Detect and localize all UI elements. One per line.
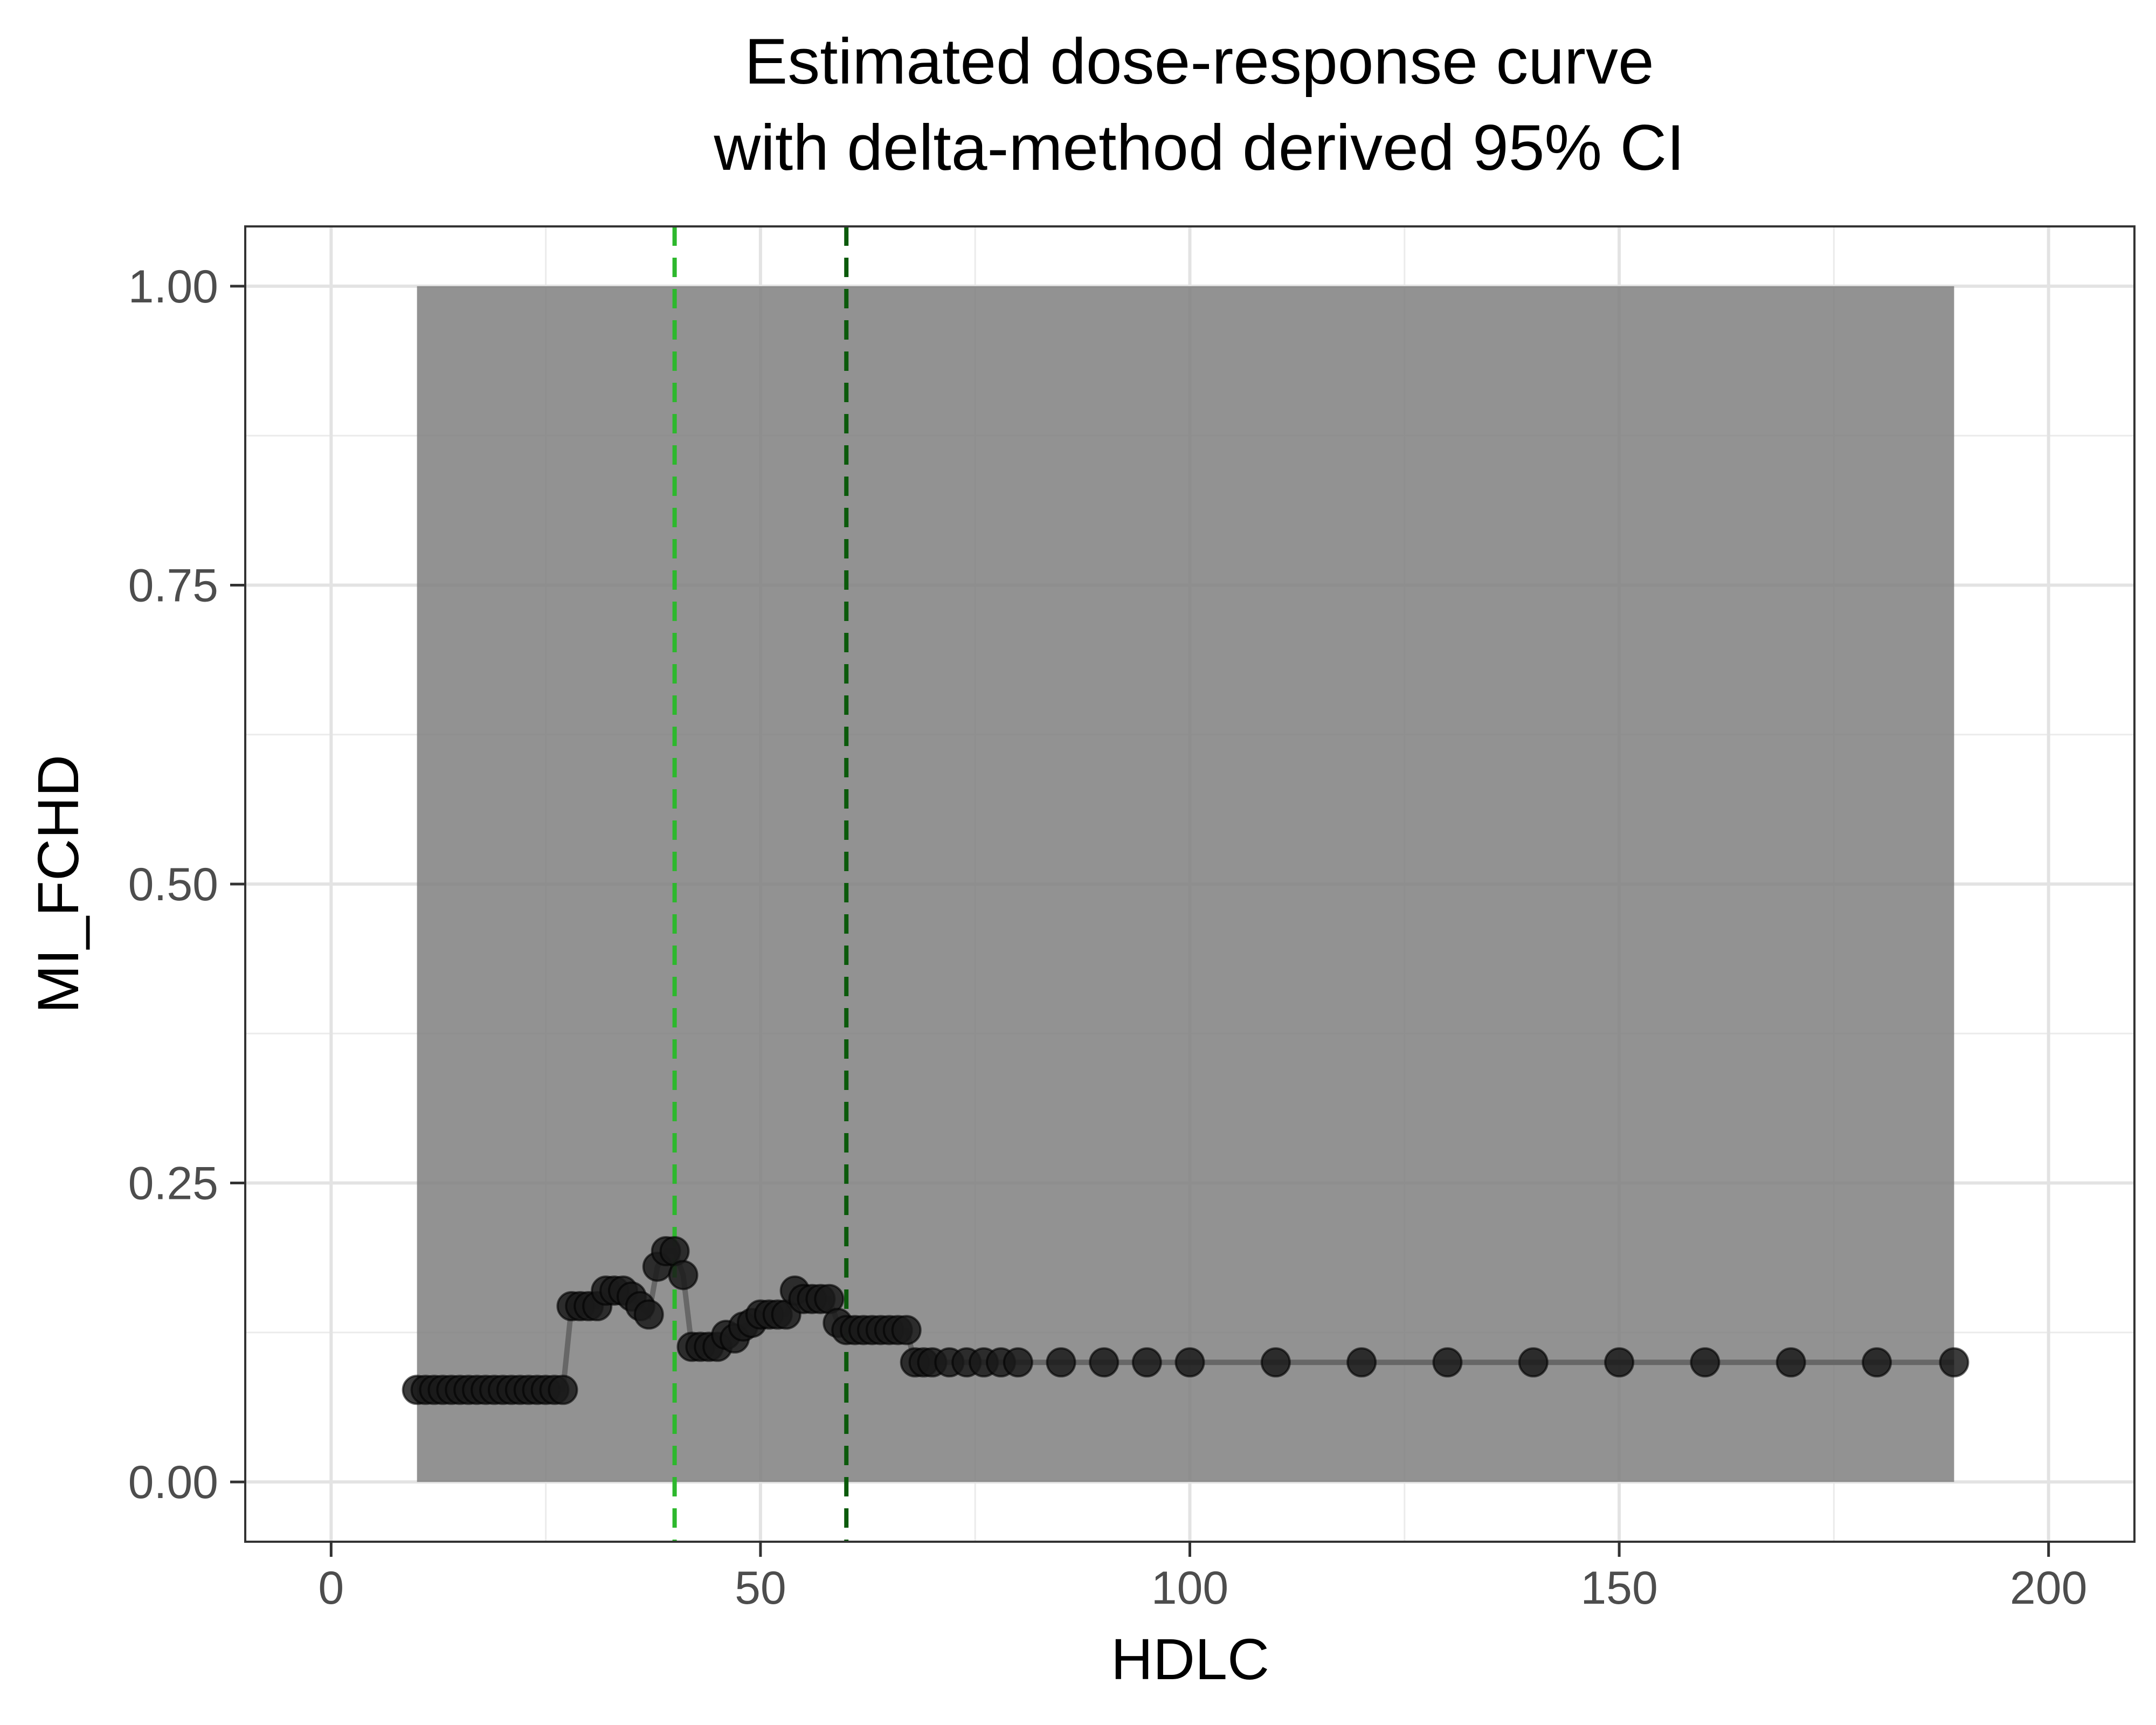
- x-tick-label: 50: [735, 1562, 786, 1614]
- chart-subtitle: with delta-method derived 95% CI: [714, 112, 1685, 184]
- x-tick-label: 0: [318, 1562, 344, 1614]
- data-point: [1174, 1347, 1205, 1378]
- data-point: [548, 1375, 578, 1405]
- data-point: [1432, 1347, 1463, 1378]
- chart-title: Estimated dose-response curve: [744, 25, 1654, 98]
- y-tick-label: 1.00: [128, 261, 218, 313]
- data-point: [1346, 1347, 1377, 1378]
- data-point: [1604, 1347, 1635, 1378]
- x-tick-label: 200: [2010, 1562, 2088, 1614]
- data-point: [1518, 1347, 1549, 1378]
- data-point: [1862, 1347, 1892, 1378]
- data-point: [1775, 1347, 1806, 1378]
- data-point: [1003, 1347, 1033, 1378]
- data-point: [891, 1315, 922, 1346]
- data-point: [633, 1299, 664, 1330]
- y-axis-title: MI_FCHD: [25, 755, 91, 1013]
- data-point: [1690, 1347, 1720, 1378]
- data-point: [1046, 1347, 1076, 1378]
- x-tick-label: 150: [1580, 1562, 1658, 1614]
- y-tick-label: 0.00: [128, 1457, 218, 1508]
- data-point: [668, 1260, 699, 1291]
- y-tick-label: 0.25: [128, 1158, 218, 1210]
- y-tick-label: 0.75: [128, 560, 218, 611]
- data-point: [1939, 1347, 1970, 1378]
- dose-response-series: [402, 1236, 1970, 1405]
- data-point: [1131, 1347, 1162, 1378]
- data-point: [1089, 1347, 1120, 1378]
- y-axis: 0.00 0.25 0.50 0.75 1.00: [128, 261, 245, 1508]
- x-axis: 0 50 100 150 200: [318, 1542, 2087, 1614]
- x-tick-label: 100: [1151, 1562, 1229, 1614]
- y-tick-label: 0.50: [128, 859, 218, 910]
- x-axis-title: HDLC: [1111, 1626, 1269, 1692]
- data-point: [1260, 1347, 1291, 1378]
